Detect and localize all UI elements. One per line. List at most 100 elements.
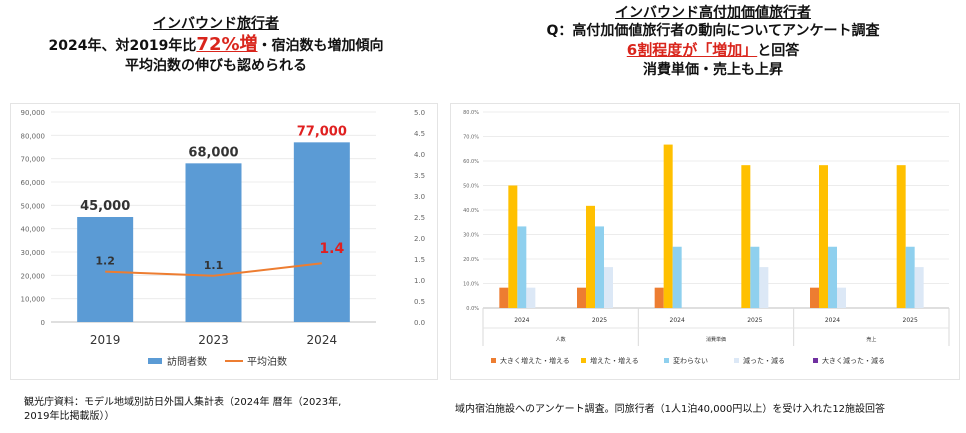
legend-label: 増えた・増える — [590, 356, 639, 365]
y-left-tick-label: 20,000 — [21, 272, 46, 280]
legend-swatch — [813, 358, 818, 363]
bar-増えた・増える — [663, 144, 673, 308]
left-subtitle-2: 平均泊数の伸びも認められる — [125, 58, 307, 75]
y-right-tick-label: 5.0 — [414, 109, 425, 117]
bar-増えた・増える — [508, 185, 518, 308]
y-tick-label: 60.0% — [463, 159, 479, 165]
y-right-tick-label: 1.0 — [414, 277, 425, 285]
y-tick-label: 80.0% — [463, 110, 479, 116]
legend-label-avg-nights: 平均泊数 — [247, 355, 287, 368]
x-tick-label: 2024 — [670, 317, 685, 324]
x-tick-label: 2023 — [198, 333, 229, 347]
bar-変わらない — [905, 246, 915, 308]
bar-増えた・増える — [896, 165, 906, 308]
left-header: インバウンド旅行者 2024年、対2019年比72%増・宿泊数も増加傾向 平均泊… — [0, 15, 432, 76]
survey-chart-panel: 0.0% 10.0% 20.0% 30.0% 40.0% 50.0% 60.0% 70.0% 8… — [450, 103, 960, 380]
bar-2019 — [77, 217, 134, 322]
y-left-tick-label: 80,000 — [21, 132, 46, 140]
bar-増えた・増える — [741, 165, 751, 308]
y-left-tick-label: 30,000 — [21, 249, 46, 257]
line-value-label: 1.2 — [95, 255, 115, 268]
y-right-tick-label: 3.0 — [414, 193, 425, 201]
bar-減った・減る — [604, 267, 613, 308]
bar-減った・減る — [759, 267, 769, 308]
legend-swatch — [664, 358, 669, 363]
right-note: 消費単価・売上も上昇 — [643, 61, 783, 78]
legend-swatch — [491, 358, 496, 363]
y-left-tick-label: 40,000 — [21, 226, 46, 234]
y-tick-label: 10.0% — [463, 282, 479, 288]
x-tick-label: 2025 — [903, 317, 918, 324]
bar-変わらない — [750, 246, 760, 308]
group-label: 売上 — [866, 336, 876, 343]
visitors-chart-panel: 0 10,000 20,000 30,000 40,000 50,000 60,000 70,… — [10, 103, 438, 380]
legend-label: 減った・減る — [743, 356, 785, 365]
bar-変わらない — [828, 246, 837, 308]
x-tick-label: 2025 — [747, 317, 762, 324]
y-left-tick-label: 60,000 — [21, 179, 46, 187]
y-tick-label: 0.0% — [466, 306, 479, 312]
x-tick-label: 2024 — [514, 317, 529, 324]
bar-value-label: 45,000 — [80, 199, 130, 214]
bar-変わらない — [595, 226, 604, 308]
left-title: インバウンド旅行者 — [153, 16, 279, 32]
left-subtitle: 2024年、対2019年比72%増・宿泊数も増加傾向 — [48, 34, 384, 56]
bar-大きく増えた・増える — [654, 287, 664, 308]
bar-減った・減る — [526, 287, 536, 308]
bar-大きく増えた・増える — [499, 287, 509, 308]
bar-減った・減る — [837, 287, 846, 308]
x-tick-label: 2024 — [307, 333, 338, 347]
y-right-tick-label: 2.5 — [414, 214, 425, 222]
bar-変わらない — [672, 246, 682, 308]
y-right-tick-label: 1.5 — [414, 256, 425, 264]
line-value-label: 1.4 — [319, 241, 344, 257]
group-label: 消費単価 — [706, 336, 726, 343]
x-tick-label: 2019 — [90, 333, 121, 347]
bar-変わらない — [517, 226, 527, 308]
left-footnote: 観光庁資料：モデル地域別訪日外国人集計表（2024年 暦年（2023年, 201… — [24, 397, 342, 422]
y-right-tick-label: 0.5 — [414, 298, 425, 306]
y-right-tick-label: 3.5 — [414, 172, 425, 180]
x-tick-label: 2024 — [825, 317, 840, 324]
legend-label: 大きく減った・減る — [822, 356, 885, 365]
right-footnote: 域内宿泊施設へのアンケート調査。同旅行者（1人1泊40,000円以上）を受け入れ… — [455, 404, 886, 415]
avg-nights-line — [105, 262, 322, 277]
legend-label-visitors: 訪問者数 — [167, 355, 207, 368]
bar-減った・減る — [914, 267, 924, 308]
y-right-tick-label: 4.5 — [414, 130, 425, 138]
y-right-tick-label: 0.0 — [414, 319, 425, 327]
bar-増えた・増える — [819, 165, 828, 308]
bar-value-label: 77,000 — [297, 124, 347, 139]
y-tick-label: 40.0% — [463, 208, 479, 214]
right-answer: 6割程度が「増加」と回答 — [626, 40, 800, 59]
bar-2024 — [293, 142, 350, 322]
y-right-tick-label: 4.0 — [414, 151, 425, 159]
line-value-label: 1.1 — [204, 259, 224, 272]
legend-label: 変わらない — [673, 356, 708, 365]
legend-swatch-visitors — [148, 358, 162, 364]
y-left-tick-label: 10,000 — [21, 296, 46, 304]
bar-増えた・増える — [586, 205, 595, 308]
legend-label: 大きく増えた・増える — [500, 356, 570, 365]
y-left-tick-label: 90,000 — [21, 109, 46, 117]
y-tick-label: 20.0% — [463, 257, 479, 263]
legend-swatch — [581, 358, 586, 363]
bar-value-label: 68,000 — [188, 145, 238, 160]
right-question: Q：高付加価値旅行者の動向についてアンケート調査 — [546, 23, 880, 40]
visitors-chart: 0 10,000 20,000 30,000 40,000 50,000 60,000 70,… — [21, 109, 426, 368]
y-left-tick-label: 70,000 — [21, 156, 46, 164]
y-left-tick-label: 50,000 — [21, 202, 46, 210]
right-title: インバウンド高付加価値旅行者 — [615, 5, 811, 21]
y-tick-label: 30.0% — [463, 233, 479, 239]
survey-chart: 0.0% 10.0% 20.0% 30.0% 40.0% 50.0% 60.0% 70.0% 8… — [463, 110, 950, 365]
answer-highlight: 6割程度が「増加」 — [626, 40, 758, 59]
legend-swatch — [734, 358, 739, 363]
right-header: インバウンド高付加価値旅行者 Q：高付加価値旅行者の動向についてアンケート調査 … — [460, 4, 966, 79]
group-label: 人数 — [556, 336, 566, 343]
y-tick-label: 50.0% — [463, 184, 479, 190]
y-left-tick-label: 0 — [41, 319, 45, 327]
growth-highlight: 72%増 — [196, 34, 258, 56]
y-right-tick-label: 2.0 — [414, 235, 425, 243]
bar-大きく増えた・増える — [810, 287, 819, 308]
x-tick-label: 2025 — [592, 317, 607, 324]
